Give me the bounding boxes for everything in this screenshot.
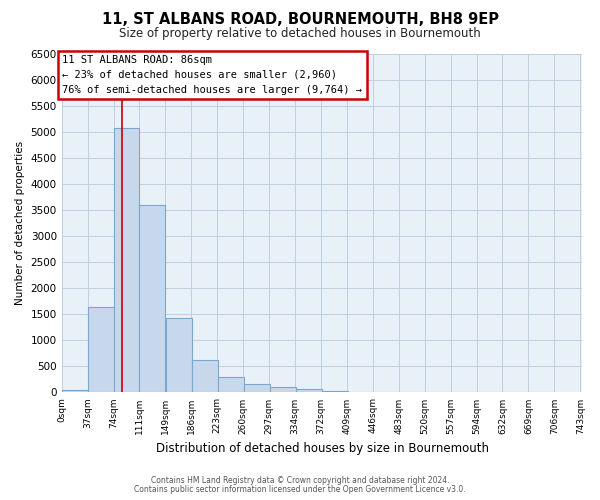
Text: 11, ST ALBANS ROAD, BOURNEMOUTH, BH8 9EP: 11, ST ALBANS ROAD, BOURNEMOUTH, BH8 9EP [101,12,499,28]
Bar [166,318,192,392]
Bar [139,205,166,392]
Bar [270,387,296,392]
Bar [322,391,349,392]
Bar [88,306,113,392]
X-axis label: Distribution of detached houses by size in Bournemouth: Distribution of detached houses by size … [155,442,488,455]
Bar [113,128,139,392]
Bar [296,390,322,392]
Bar [218,377,244,392]
Bar [192,360,218,392]
Y-axis label: Number of detached properties: Number of detached properties [15,141,25,306]
Text: 11 ST ALBANS ROAD: 86sqm
← 23% of detached houses are smaller (2,960)
76% of sem: 11 ST ALBANS ROAD: 86sqm ← 23% of detach… [62,55,362,94]
Text: Contains HM Land Registry data © Crown copyright and database right 2024.: Contains HM Land Registry data © Crown c… [151,476,449,485]
Bar [244,384,270,392]
Text: Size of property relative to detached houses in Bournemouth: Size of property relative to detached ho… [119,28,481,40]
Text: Contains public sector information licensed under the Open Government Licence v3: Contains public sector information licen… [134,484,466,494]
Bar [62,390,88,392]
